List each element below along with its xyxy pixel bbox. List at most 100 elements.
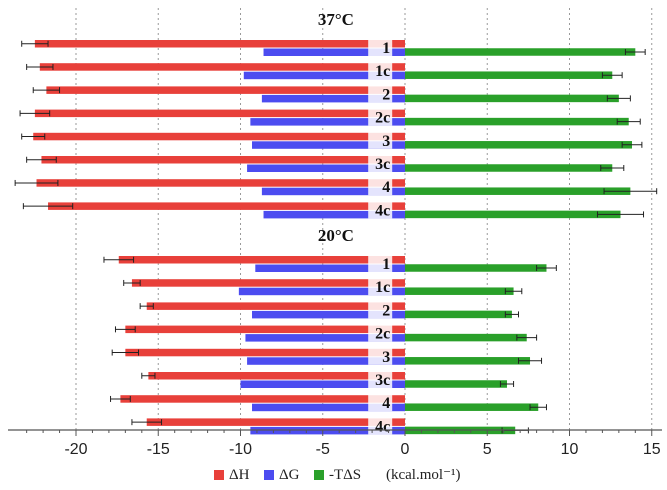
errorbar-mTdS-20°C-2 — [504, 311, 520, 318]
bar-dG-20°C-1c — [238, 287, 405, 296]
category-label-4c: 4c — [375, 202, 390, 219]
x-tick-label: -10 — [229, 441, 252, 458]
errorbar-dH-20°C-1c — [123, 279, 141, 286]
category-label-bg — [368, 323, 393, 342]
bar-dG-20°C-4 — [252, 403, 405, 412]
category-label-3c: 3c — [375, 156, 390, 173]
bar-mTdS-20°C-2c — [405, 333, 527, 342]
category-label-3: 3 — [382, 349, 390, 366]
errorbar-dH-37°C-4c — [22, 203, 74, 210]
x-tick-label: 15 — [643, 441, 661, 458]
bar-dH-37°C-2c — [34, 109, 405, 118]
errorbar-mTdS-20°C-2c — [516, 334, 538, 341]
bar-mTdS-37°C-1 — [405, 48, 636, 56]
category-label-bg — [368, 254, 393, 272]
bar-mTdS-20°C-3 — [405, 357, 531, 365]
legend-label-2: -TΔS — [329, 467, 361, 483]
group-label: 37°C — [318, 10, 354, 29]
errorbar-dH-20°C-3 — [111, 349, 140, 356]
bar-dG-20°C-2 — [252, 310, 405, 319]
bar-dH-20°C-3c — [148, 372, 405, 380]
category-label-bg — [368, 177, 393, 196]
category-label-1c: 1c — [375, 63, 390, 80]
category-label-1: 1 — [382, 40, 390, 57]
category-label-4c: 4c — [375, 418, 390, 435]
errorbar-mTdS-20°C-4 — [529, 404, 547, 411]
bar-dH-20°C-2c — [125, 325, 405, 334]
errorbar-dH-37°C-3c — [26, 156, 57, 163]
legend-swatch-2 — [314, 470, 324, 480]
errorbar-mTdS-37°C-4 — [603, 188, 658, 195]
bar-dG-20°C-4c — [250, 426, 405, 435]
errorbar-mTdS-20°C-1 — [536, 265, 557, 271]
bar-dG-20°C-2c — [245, 334, 405, 342]
category-label-bg — [368, 370, 393, 388]
category-label-2: 2 — [382, 86, 390, 103]
errorbar-dH-37°C-4 — [14, 179, 59, 186]
legend-units: (kcal.mol⁻¹) — [386, 467, 460, 483]
category-label-bg — [368, 130, 393, 149]
bar-dG-37°C-3 — [252, 141, 405, 149]
errorbar-mTdS-37°C-1c — [601, 72, 623, 79]
errorbar-mTdS-37°C-3c — [600, 165, 625, 171]
errorbar-mTdS-20°C-3c — [499, 381, 515, 387]
errorbar-dH-37°C-3 — [21, 133, 46, 140]
bar-mTdS-20°C-1 — [405, 264, 547, 272]
bar-mTdS-37°C-2c — [405, 117, 629, 126]
bar-dG-37°C-1c — [243, 71, 405, 80]
bar-dH-20°C-4 — [120, 395, 405, 403]
bar-dH-37°C-4 — [36, 179, 406, 187]
legend: ΔH ΔG -TΔS (kcal.mol⁻¹) — [214, 467, 460, 483]
bar-dG-20°C-3c — [240, 380, 405, 388]
errorbar-mTdS-37°C-1 — [624, 49, 646, 55]
bar-dG-37°C-1 — [263, 48, 405, 56]
category-label-bg — [368, 277, 393, 296]
legend-swatch-0 — [214, 470, 224, 480]
bar-mTdS-37°C-1c — [405, 71, 613, 79]
bar-mTdS-37°C-3c — [405, 164, 613, 172]
errorbar-mTdS-20°C-3 — [518, 357, 543, 364]
x-tick-label: -15 — [147, 441, 170, 458]
bar-dH-20°C-1c — [131, 279, 405, 287]
legend-swatch-1 — [264, 470, 274, 480]
x-axis: -20 -15 -10 -5 0 5 10 15 — [8, 429, 662, 458]
category-label-3c: 3c — [375, 372, 390, 389]
errorbar-mTdS-20°C-1c — [504, 288, 523, 295]
bar-mTdS-20°C-2 — [405, 310, 512, 319]
x-tick-label: 0 — [401, 441, 410, 458]
bar-dG-37°C-4c — [263, 210, 405, 219]
category-label-bg — [368, 84, 393, 103]
category-label-1: 1 — [382, 256, 390, 273]
category-labels: 37°C 1 1c 2 2c 3 3c 4 4c 20°C 1 1c 2 2c 3 3c 4 4c — [318, 10, 393, 435]
errorbar-mTdS-37°C-3 — [621, 141, 643, 148]
errorbar-dH-20°C-2 — [139, 303, 154, 310]
bar-dH-37°C-2 — [46, 86, 405, 94]
category-label-bg — [368, 393, 393, 412]
bar-mTdS-20°C-1c — [405, 287, 514, 295]
category-label-2c: 2c — [375, 110, 390, 127]
category-label-2c: 2c — [375, 326, 390, 343]
bar-mTdS-37°C-2 — [405, 94, 619, 103]
bars — [14, 40, 658, 435]
bar-dH-37°C-3c — [41, 156, 406, 164]
x-tick-label: 10 — [561, 441, 579, 458]
errorbar-dH-20°C-1 — [103, 256, 135, 263]
bar-mTdS-37°C-4c — [405, 210, 621, 219]
legend-label-1: ΔG — [279, 467, 300, 483]
category-label-bg — [368, 154, 393, 172]
bar-dG-20°C-3 — [247, 357, 405, 365]
category-label-4: 4 — [382, 179, 390, 196]
errorbar-dH-37°C-1 — [21, 40, 49, 47]
legend-label-0: ΔH — [229, 467, 250, 483]
bar-dH-37°C-1 — [34, 40, 405, 48]
errorbar-dH-37°C-1c — [26, 63, 54, 70]
errorbar-dH-37°C-2c — [19, 110, 51, 117]
category-label-bg — [368, 107, 393, 126]
category-label-bg — [368, 61, 393, 80]
bar-dH-37°C-1c — [39, 63, 406, 71]
category-label-bg — [368, 200, 393, 219]
errorbar-dH-20°C-2c — [114, 326, 136, 333]
category-label-bg — [368, 38, 393, 56]
bar-dH-20°C-3 — [125, 348, 405, 357]
bar-dH-20°C-1 — [118, 256, 406, 264]
